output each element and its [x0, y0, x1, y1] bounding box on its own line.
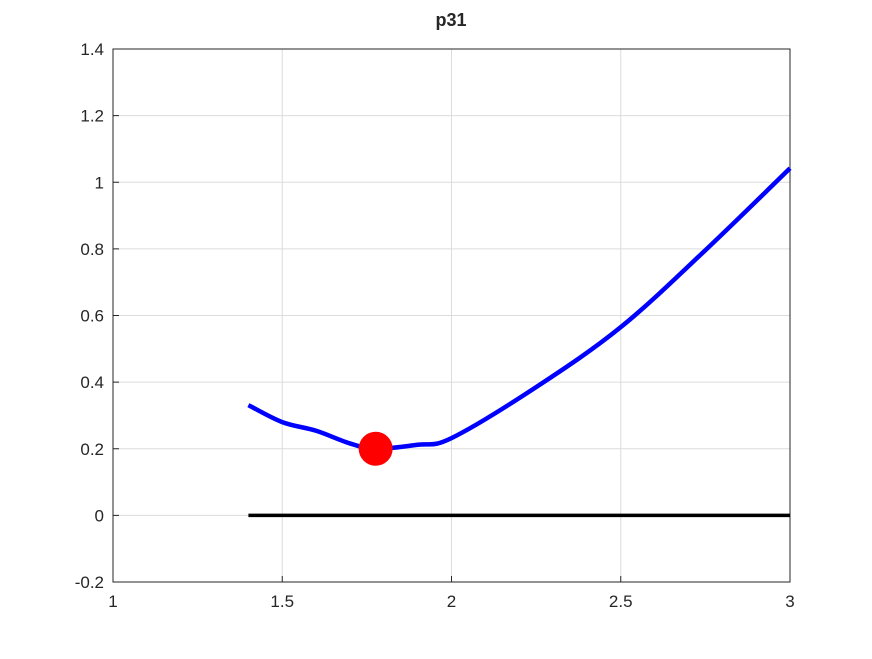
blue-curve: [247, 166, 792, 452]
y-tick-label: 0.8: [80, 240, 104, 259]
ticks: 1 1.5 2 2.5 3 -0.2 0 0.2 0.4 0.6 0.8 1 1.2 1.4: [75, 40, 795, 611]
x-tick-label: 1.5: [270, 592, 294, 611]
grid: [112, 48, 791, 583]
y-tick-label: 0.6: [80, 307, 104, 326]
series: [247, 166, 792, 518]
x-tick-label: 1: [108, 592, 117, 611]
x-tick-label: 2: [447, 592, 456, 611]
y-tick-label: 1.2: [80, 107, 104, 126]
y-tick-label: 1.4: [80, 40, 104, 59]
y-tick-label: 0: [95, 506, 104, 525]
chart-title: p31: [435, 10, 466, 30]
minimum-point-marker: [358, 431, 393, 466]
y-tick-label: 0.2: [80, 440, 104, 459]
y-tick-label: -0.2: [75, 573, 104, 592]
y-tick-label: 0.4: [80, 373, 104, 392]
x-tick-label: 2.5: [609, 592, 633, 611]
x-tick-label: 3: [785, 592, 794, 611]
y-tick-label: 1: [95, 173, 104, 192]
